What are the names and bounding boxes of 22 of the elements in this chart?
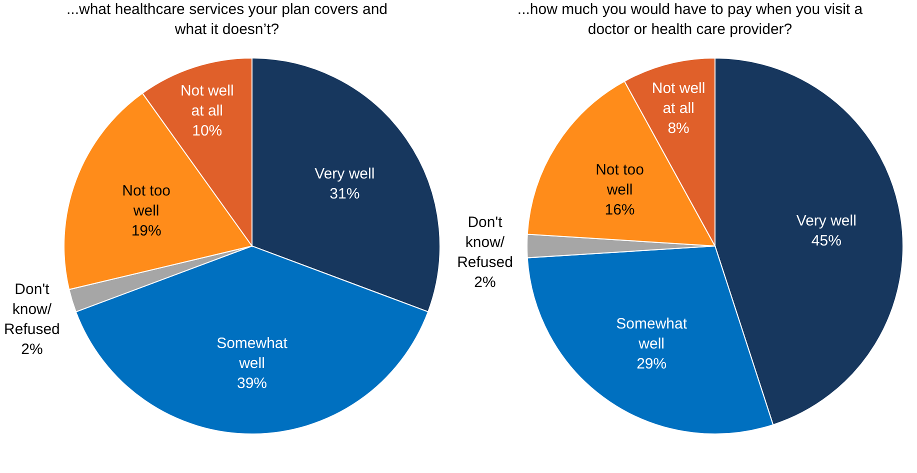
data-label: 2% xyxy=(21,340,43,358)
data-label: 8% xyxy=(668,120,690,137)
slice-label: Somewhat well xyxy=(616,315,688,352)
slice-label: Not too well xyxy=(122,182,171,220)
slice-label: Not well at all xyxy=(180,82,234,120)
slice-label: Not well at all xyxy=(652,80,706,117)
data-label: 2% xyxy=(474,274,496,291)
chart-title: ...how much you would have to pay when you visit a doctor or health care provider? xyxy=(517,1,864,38)
slice-label: Don't know/ Refused xyxy=(457,214,513,271)
data-label: 29% xyxy=(636,355,667,372)
data-label: 19% xyxy=(131,222,162,240)
chart-title: ...what healthcare services your plan covers and what it doesn’t? xyxy=(66,1,388,38)
data-label: 16% xyxy=(604,202,635,219)
data-label: 39% xyxy=(236,374,268,392)
slice-label: Somewhat well xyxy=(216,334,288,372)
slice-label: Don't know/ Refused xyxy=(4,280,60,338)
slice-label: Not too well xyxy=(596,162,644,199)
slice-label: Very well xyxy=(796,212,856,230)
data-label: 10% xyxy=(192,122,222,140)
data-label: 45% xyxy=(811,232,842,250)
data-label: 31% xyxy=(330,186,360,203)
slice-label: Very well xyxy=(314,166,375,183)
